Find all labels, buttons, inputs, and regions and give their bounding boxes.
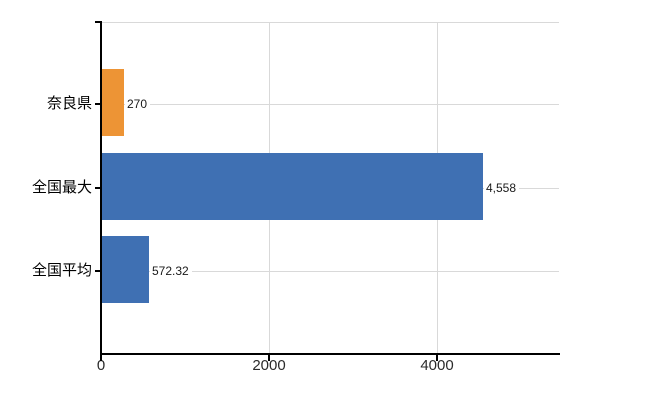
y-axis-line xyxy=(100,21,102,355)
category-label: 奈良県 xyxy=(46,95,92,112)
x-axis-tick xyxy=(100,355,102,361)
bar-prefecture xyxy=(102,69,124,136)
bar-value-label: 270 xyxy=(125,96,151,112)
row-gridline xyxy=(102,104,559,105)
x-tick-label: 0 xyxy=(96,357,106,374)
y-axis-top-outer-tick xyxy=(95,21,101,23)
bar-value-label: 4,558 xyxy=(484,180,520,196)
category-label: 全国平均 xyxy=(31,262,92,279)
x-tick-label: 4000 xyxy=(420,357,454,374)
y-axis-tick xyxy=(95,270,101,272)
category-label: 全国最大 xyxy=(31,179,92,196)
bar-value-label: 572.32 xyxy=(150,263,192,279)
x-axis-tick xyxy=(268,355,270,361)
bar-national-max xyxy=(102,153,483,220)
plot-top-gridline xyxy=(102,22,559,23)
x-tick-label: 2000 xyxy=(252,357,286,374)
x-axis-tick xyxy=(436,355,438,361)
bar-national-avg xyxy=(102,236,149,303)
y-axis-tick xyxy=(95,103,101,105)
x-axis-line xyxy=(100,353,560,355)
row-gridline xyxy=(102,271,559,272)
y-axis-tick xyxy=(95,187,101,189)
